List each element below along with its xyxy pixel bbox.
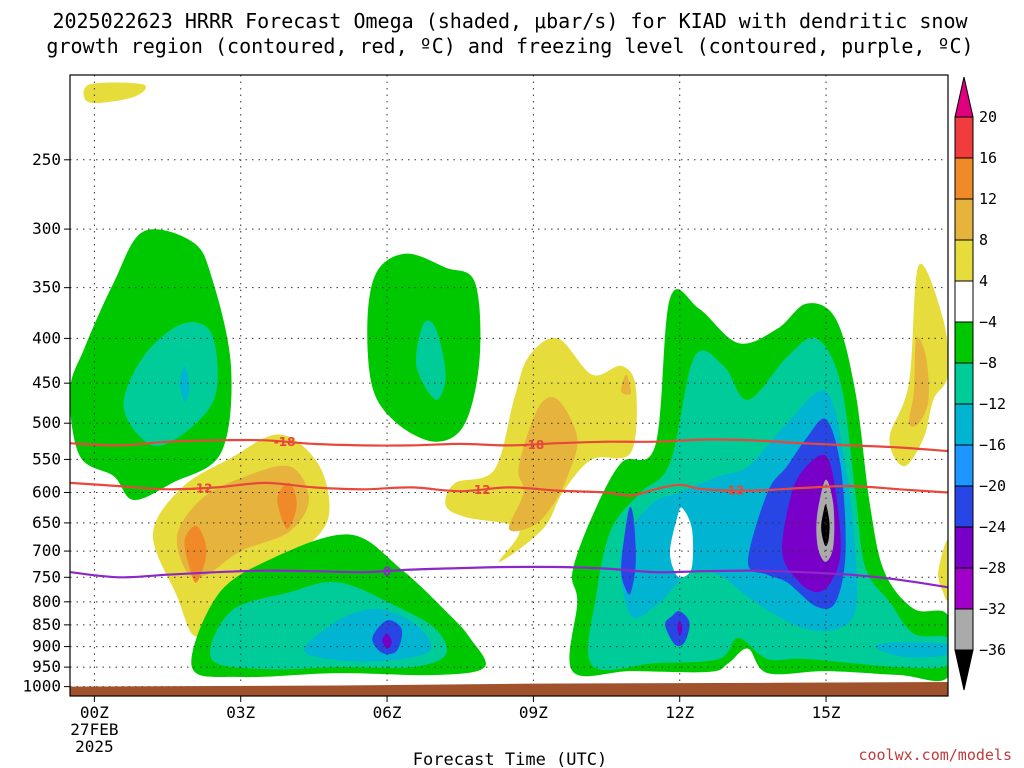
contour-label: -12 bbox=[469, 483, 491, 497]
colorbar-label: −24 bbox=[979, 518, 1006, 536]
credit-text: coolwx.com/models bbox=[858, 746, 1012, 764]
omega-region-24 bbox=[821, 504, 830, 547]
y-axis: 250 300 350 400 450 500 550 600 650 700 750 800 850 9… bbox=[22, 150, 70, 696]
y-tick-label: 600 bbox=[32, 482, 61, 501]
omega-region-28 bbox=[874, 642, 948, 658]
colorbar-label: 4 bbox=[979, 272, 988, 290]
terrain bbox=[70, 682, 948, 696]
colorbar-label: −20 bbox=[979, 477, 1006, 495]
y-tick-label: 950 bbox=[32, 657, 61, 676]
y-tick-label: 550 bbox=[32, 449, 61, 468]
colorbar-bin bbox=[954, 280, 974, 323]
colorbar-label: −28 bbox=[979, 559, 1006, 577]
omega-region-16 bbox=[508, 397, 578, 532]
x-tick-label: 00Z bbox=[80, 703, 109, 722]
omega-shading bbox=[70, 82, 948, 682]
contour-line-0 bbox=[70, 565, 948, 589]
y-tick-label: 700 bbox=[32, 541, 61, 560]
x-tick-label: 06Z bbox=[373, 703, 402, 722]
omega-region-17 bbox=[621, 374, 632, 395]
y-tick-label: 850 bbox=[32, 615, 61, 634]
contour-label: -18 bbox=[274, 435, 296, 449]
colorbar-bottom-arrow bbox=[954, 649, 974, 691]
contour-line-18 bbox=[70, 438, 948, 453]
colorbar-bin bbox=[954, 403, 974, 446]
omega-region-26 bbox=[665, 610, 690, 647]
y-tick-label: 650 bbox=[32, 513, 61, 532]
x-tick-date: 27FEB bbox=[70, 720, 118, 739]
y-tick-label: 300 bbox=[32, 219, 61, 238]
colorbar-bin bbox=[954, 485, 974, 528]
x-tick-label: 12Z bbox=[665, 703, 694, 722]
colorbar-bin bbox=[954, 608, 974, 651]
contour-label: -12 bbox=[723, 484, 745, 498]
colorbar-bin bbox=[954, 321, 974, 364]
colorbar-top-arrow bbox=[954, 76, 974, 118]
omega-region-10 bbox=[304, 608, 432, 662]
omega-region-25 bbox=[621, 506, 636, 595]
plot-area: -18 -18 -12 -12 -12 0 bbox=[70, 75, 948, 696]
colorbar-label: 12 bbox=[979, 190, 997, 208]
colorbar-label: −8 bbox=[979, 354, 997, 372]
colorbar-label: −16 bbox=[979, 436, 1006, 454]
omega-region-14 bbox=[415, 320, 446, 400]
chart-title-line1: 2025022623 HRRR Forecast Omega (shaded, … bbox=[52, 9, 968, 33]
colorbar-bin bbox=[954, 526, 974, 569]
y-tick-label: 250 bbox=[32, 150, 61, 169]
colorbar-bin bbox=[954, 198, 974, 241]
colorbar-label: 16 bbox=[979, 149, 997, 167]
omega-region-5 bbox=[176, 465, 309, 578]
omega-region-3 bbox=[179, 365, 190, 402]
colorbar-label: 8 bbox=[979, 231, 988, 249]
contour-line-12 bbox=[70, 481, 948, 497]
colorbar-label: −32 bbox=[979, 600, 1006, 618]
omega-region-0 bbox=[83, 82, 147, 104]
terrain-surface bbox=[70, 682, 948, 696]
x-tick-label: 09Z bbox=[519, 703, 548, 722]
colorbar-bin bbox=[954, 444, 974, 487]
colorbar-bin bbox=[954, 362, 974, 405]
x-axis-label: Forecast Time (UTC) bbox=[413, 750, 607, 768]
colorbar-bin bbox=[954, 567, 974, 610]
contour-label: 0 bbox=[383, 564, 391, 578]
y-tick-label: 800 bbox=[32, 592, 61, 611]
colorbar-label: −36 bbox=[979, 641, 1006, 659]
colorbar-label: −4 bbox=[979, 313, 997, 331]
y-tick-label: 500 bbox=[32, 413, 61, 432]
colorbar-label: 20 bbox=[979, 108, 997, 126]
omega-region-6 bbox=[184, 525, 207, 583]
omega-region-2 bbox=[123, 322, 218, 446]
x-tick-label: 03Z bbox=[226, 703, 255, 722]
chart-title-line2: growth region (contoured, red, ºC) and f… bbox=[46, 34, 973, 58]
y-tick-label: 1000 bbox=[22, 677, 61, 696]
y-tick-label: 450 bbox=[32, 373, 61, 392]
omega-region-7 bbox=[277, 482, 297, 529]
omega-region-31 bbox=[908, 337, 929, 427]
colorbar-bin bbox=[954, 116, 974, 159]
contours: -18 -18 -12 -12 -12 0 bbox=[70, 435, 948, 589]
colorbar-bin bbox=[954, 239, 974, 282]
colorbar-label: −12 bbox=[979, 395, 1006, 413]
y-tick-label: 400 bbox=[32, 328, 61, 347]
x-tick-label: 15Z bbox=[812, 703, 841, 722]
contour-label: -18 bbox=[523, 438, 545, 452]
y-tick-label: 900 bbox=[32, 637, 61, 656]
x-tick-year: 2025 bbox=[75, 737, 114, 756]
contour-label: -12 bbox=[191, 481, 213, 495]
colorbar: 20 16 12 8 4 −4 −8 −12 −16 −20 −24 −28 −32 −36 bbox=[954, 76, 1006, 691]
y-tick-label: 350 bbox=[32, 278, 61, 297]
plot-frame bbox=[69, 74, 949, 697]
colorbar-bin bbox=[954, 157, 974, 200]
omega-region-29 bbox=[669, 507, 694, 578]
y-tick-label: 750 bbox=[32, 567, 61, 586]
